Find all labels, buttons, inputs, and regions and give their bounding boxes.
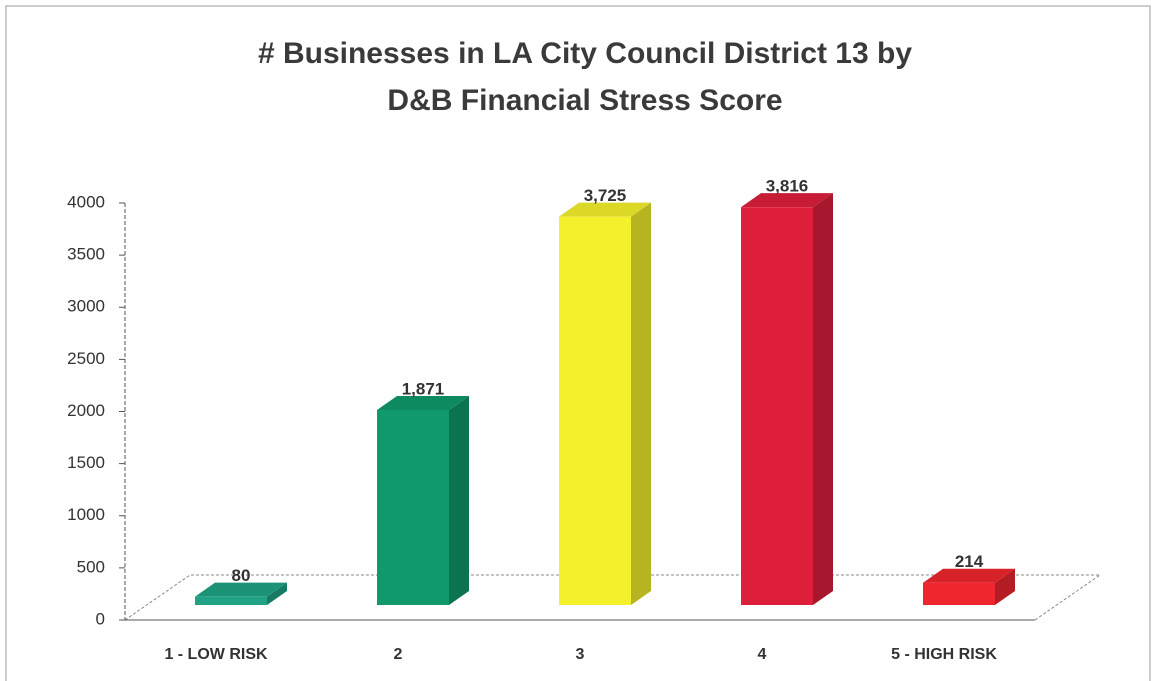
bar-side	[995, 568, 1015, 605]
x-tick-label: 2	[394, 646, 403, 663]
y-tick-label: 4000	[67, 192, 105, 211]
bar-top	[377, 395, 469, 410]
y-tick-label: 1000	[67, 505, 105, 524]
bar	[923, 582, 995, 605]
bar-top	[923, 568, 1015, 583]
x-tick-label: 1 - LOW RISK	[164, 646, 268, 663]
bar-side	[813, 193, 833, 605]
bar	[741, 207, 813, 605]
bar-top	[741, 193, 833, 208]
bar-side	[631, 202, 651, 605]
y-tick-label: 1500	[67, 453, 105, 472]
value-label: 1,871	[402, 379, 445, 398]
value-label: 80	[232, 566, 251, 585]
bar	[195, 596, 267, 605]
y-tick-label: 2000	[67, 401, 105, 420]
y-tick-label: 0	[96, 609, 105, 628]
y-tick-label: 3000	[67, 297, 105, 316]
x-tick-label: 3	[576, 646, 585, 663]
value-label: 214	[955, 552, 984, 571]
bar-side	[267, 582, 287, 605]
x-tick-label: 5 - HIGH RISK	[891, 646, 997, 663]
y-tick-label: 2500	[67, 349, 105, 368]
bar-top	[559, 202, 651, 217]
bar	[559, 216, 631, 605]
value-label: 3,725	[584, 186, 627, 205]
bar	[377, 409, 449, 605]
x-tick-label: 4	[758, 646, 767, 663]
chart-title: # Businesses in LA City Council District…	[258, 37, 912, 70]
y-tick-label: 500	[77, 557, 105, 576]
chart-title: D&B Financial Stress Score	[387, 84, 782, 117]
value-label: 3,816	[766, 177, 809, 196]
y-tick-label: 3500	[67, 245, 105, 264]
bar-top	[195, 582, 287, 597]
bar-side	[449, 395, 469, 605]
